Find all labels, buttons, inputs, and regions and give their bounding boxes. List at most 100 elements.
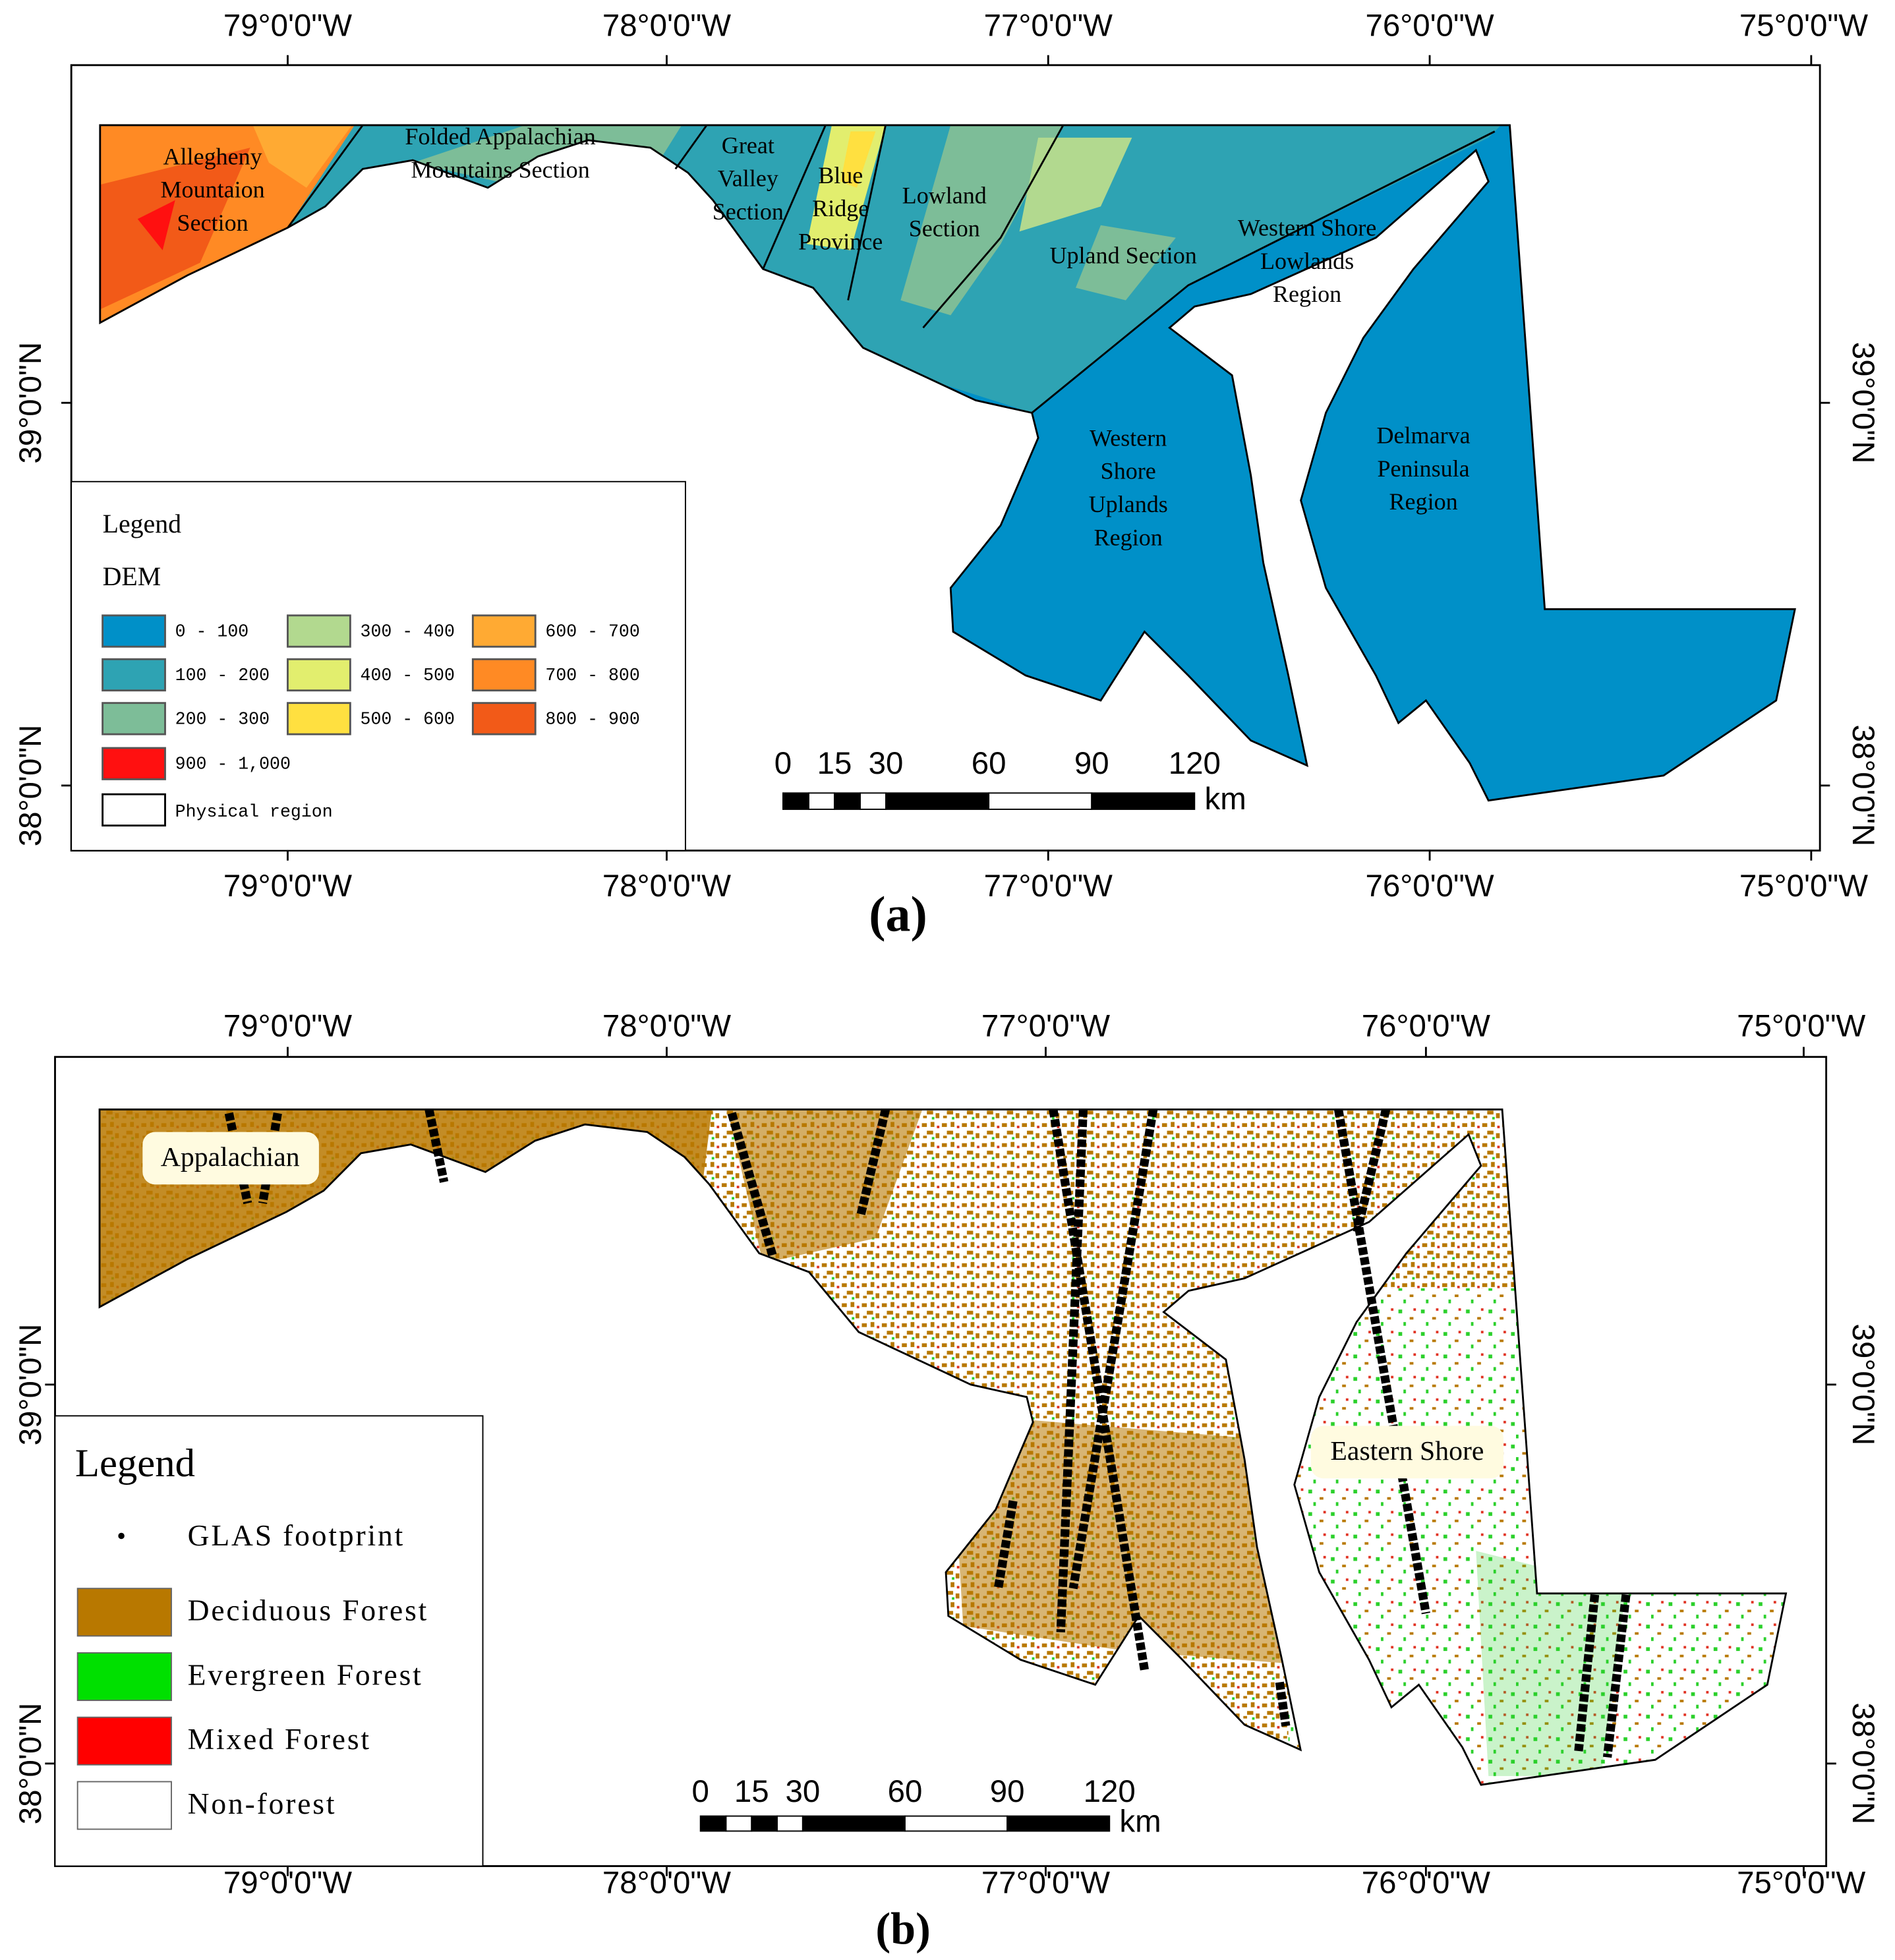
latitude-label: 38°0'0"N bbox=[13, 1703, 48, 1825]
region-label: Lowland bbox=[902, 182, 987, 208]
legend-label: Mixed Forest bbox=[188, 1722, 371, 1756]
longitude-label: 75°0'0"W bbox=[1737, 1866, 1865, 1901]
region-label: Region bbox=[1273, 281, 1341, 307]
longitude-label: 79°0'0"W bbox=[223, 8, 352, 43]
region-label: Delmarva bbox=[1377, 422, 1471, 449]
glas-tracks bbox=[224, 1108, 1631, 1758]
scale-label: 120 bbox=[1084, 1774, 1136, 1809]
elevation-zone bbox=[250, 125, 357, 188]
legend-label: Deciduous Forest bbox=[188, 1594, 428, 1627]
legend-swatch bbox=[102, 658, 166, 692]
scale-segment bbox=[904, 1815, 1008, 1832]
scale-segment bbox=[988, 792, 1093, 810]
scale-label: 90 bbox=[990, 1774, 1025, 1809]
legend-swatch bbox=[287, 702, 351, 735]
scale-label: 15 bbox=[817, 746, 852, 781]
legend-label: 500 - 600 bbox=[361, 709, 455, 729]
legend-label: 800 - 900 bbox=[545, 709, 639, 729]
region-label: Section bbox=[909, 216, 980, 242]
longitude-label: 75°0'0"W bbox=[1737, 1009, 1865, 1044]
longitude-label: 77°0'0"W bbox=[981, 1009, 1110, 1044]
legend-label: 0 - 100 bbox=[175, 622, 249, 642]
scale-segment bbox=[885, 792, 990, 810]
legend-label: 400 - 500 bbox=[361, 666, 455, 685]
ticks-b bbox=[45, 1047, 1836, 1876]
latitude-label: 38°0'0"N bbox=[13, 725, 48, 847]
scale-unit: km bbox=[1119, 1804, 1161, 1839]
legend-swatch bbox=[102, 747, 166, 780]
region-label: Mountains Section bbox=[411, 156, 589, 183]
region-label: Province bbox=[798, 228, 883, 254]
scale-segment bbox=[1091, 792, 1196, 810]
region-label: Mountaion bbox=[161, 177, 265, 203]
region-label: Shore bbox=[1101, 458, 1156, 484]
scale-label: 60 bbox=[972, 746, 1006, 781]
scale-segment bbox=[782, 792, 809, 810]
annotation: Appalachian bbox=[161, 1142, 300, 1172]
latitude-label: 38°0'0"N bbox=[1846, 1703, 1880, 1825]
legend-swatch bbox=[287, 658, 351, 692]
scale-label: 60 bbox=[888, 1774, 923, 1809]
scale-segment bbox=[808, 792, 835, 810]
legend-label: Non-forest bbox=[188, 1787, 337, 1820]
legend-swatch bbox=[471, 702, 537, 735]
legend-label: 600 - 700 bbox=[545, 622, 639, 642]
longitude-label: 79°0'0"W bbox=[223, 869, 352, 904]
region-label: Western Shore bbox=[1238, 215, 1376, 241]
caption: (a) bbox=[869, 886, 927, 942]
legend-swatch bbox=[76, 1716, 172, 1766]
scale-segment bbox=[725, 1815, 753, 1832]
ticks-a bbox=[61, 55, 1830, 861]
legend-title: Legend bbox=[103, 509, 182, 538]
longitude-label: 75°0'0"W bbox=[1739, 869, 1868, 904]
scale-segment bbox=[751, 1815, 778, 1832]
legend-swatch bbox=[76, 1781, 172, 1830]
region-label: Section bbox=[177, 210, 248, 236]
elevation-zone bbox=[1076, 225, 1176, 301]
scale-unit: km bbox=[1204, 782, 1246, 817]
longitude-label: 75°0'0"W bbox=[1739, 8, 1868, 43]
legend-box bbox=[71, 480, 686, 851]
region-label: Lowlands bbox=[1260, 248, 1354, 274]
region-label: Region bbox=[1389, 488, 1458, 515]
legend-swatch bbox=[102, 614, 166, 648]
region-label: Western bbox=[1090, 424, 1167, 451]
legend-label: 700 - 800 bbox=[545, 666, 639, 685]
longitude-label: 78°0'0"W bbox=[602, 1866, 731, 1901]
elevation-zone bbox=[900, 125, 1064, 316]
legend-label: GLAS footprint bbox=[188, 1518, 405, 1552]
legend-label: 300 - 400 bbox=[361, 622, 455, 642]
legend-swatch bbox=[287, 614, 351, 648]
legend-label: Evergreen Forest bbox=[188, 1657, 423, 1691]
annotation: Eastern Shore bbox=[1330, 1436, 1484, 1466]
region-label: Ridge bbox=[812, 195, 869, 221]
scale-label: 0 bbox=[774, 746, 792, 781]
region-boundaries bbox=[287, 125, 1496, 414]
legend-swatch bbox=[102, 793, 166, 827]
scale-segment bbox=[834, 792, 861, 810]
legend-swatch bbox=[471, 614, 537, 648]
scale-segment bbox=[699, 1815, 727, 1832]
legend-label: 200 - 300 bbox=[175, 709, 270, 729]
caption: (b) bbox=[875, 1904, 930, 1954]
elevation-zone bbox=[100, 148, 250, 316]
region-label: Uplands bbox=[1089, 491, 1168, 517]
legend-swatch bbox=[76, 1652, 172, 1702]
annotation-box bbox=[142, 1132, 319, 1185]
elevation-zone bbox=[840, 131, 876, 188]
legend-title: Legend bbox=[75, 1441, 195, 1485]
scale-label: 120 bbox=[1169, 746, 1221, 781]
region-label: Great bbox=[722, 132, 774, 158]
legend-subtitle: DEM bbox=[103, 562, 161, 591]
legend-swatch bbox=[471, 658, 537, 692]
longitude-label: 77°0'0"W bbox=[981, 1866, 1110, 1901]
longitude-label: 78°0'0"W bbox=[602, 1009, 731, 1044]
longitude-label: 76°0'0"W bbox=[1362, 1009, 1490, 1044]
legend-swatch bbox=[76, 1588, 172, 1637]
longitude-label: 77°0'0"W bbox=[984, 8, 1113, 43]
longitude-label: 78°0'0"W bbox=[602, 869, 731, 904]
scale-segment bbox=[1006, 1815, 1111, 1832]
elevation-zone bbox=[1019, 137, 1132, 232]
scale-label: 0 bbox=[692, 1774, 709, 1809]
legend-swatch bbox=[102, 702, 166, 735]
